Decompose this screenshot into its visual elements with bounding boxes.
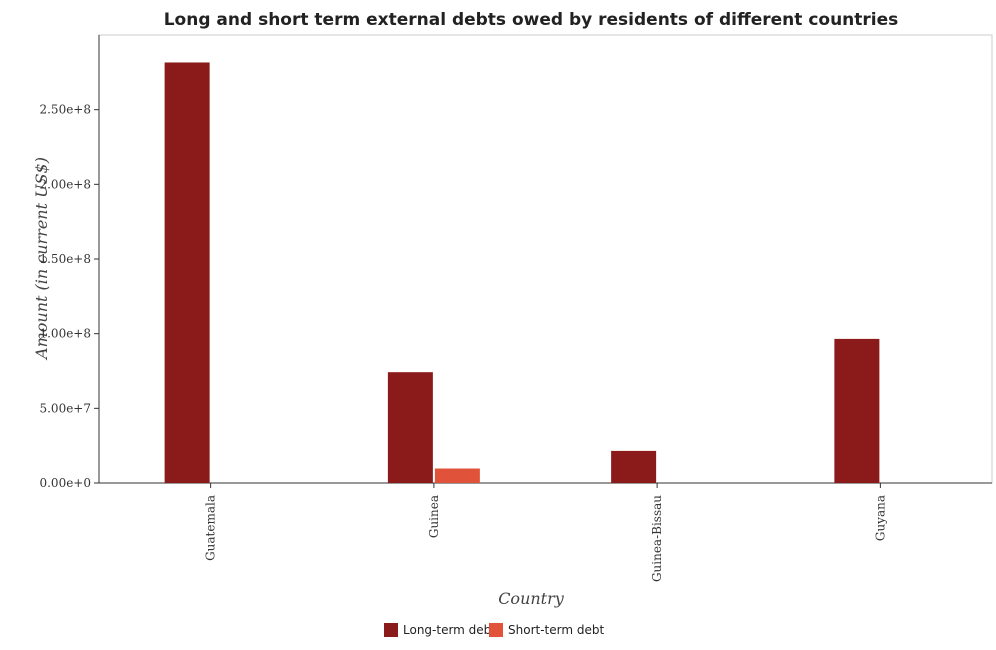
bar <box>611 451 656 483</box>
x-axis-label: Country <box>498 589 565 608</box>
legend: Long-term debt Short-term debt <box>384 623 604 637</box>
x-tick-label: Guinea-Bissau <box>650 495 664 582</box>
x-tick-label: Guyana <box>873 495 887 541</box>
y-tick-label: 2.00e+8 <box>39 177 91 191</box>
legend-swatch <box>489 623 503 637</box>
bar <box>388 372 433 483</box>
legend-label: Short-term debt <box>508 623 604 637</box>
y-tick-label: 1.50e+8 <box>39 252 91 266</box>
bar <box>165 62 210 483</box>
y-tick-label: 2.50e+8 <box>39 103 91 117</box>
y-tick-label: 1.00e+8 <box>39 327 91 341</box>
bar <box>435 469 480 483</box>
legend-swatch <box>384 623 398 637</box>
y-tick-label: 0.00e+0 <box>39 476 91 490</box>
legend-label: Long-term debt <box>403 623 496 637</box>
x-tick-label: Guinea <box>427 495 441 538</box>
plot-area: 0.00e+0 5.00e+7 1.00e+8 1.50e+8 2.00e+8 2.50e… <box>39 35 992 582</box>
y-tick-label: 5.00e+7 <box>39 401 91 415</box>
chart-title: Long and short term external debts owed … <box>164 10 899 30</box>
bar <box>834 339 879 483</box>
x-tick-label: Guatemala <box>204 495 218 561</box>
